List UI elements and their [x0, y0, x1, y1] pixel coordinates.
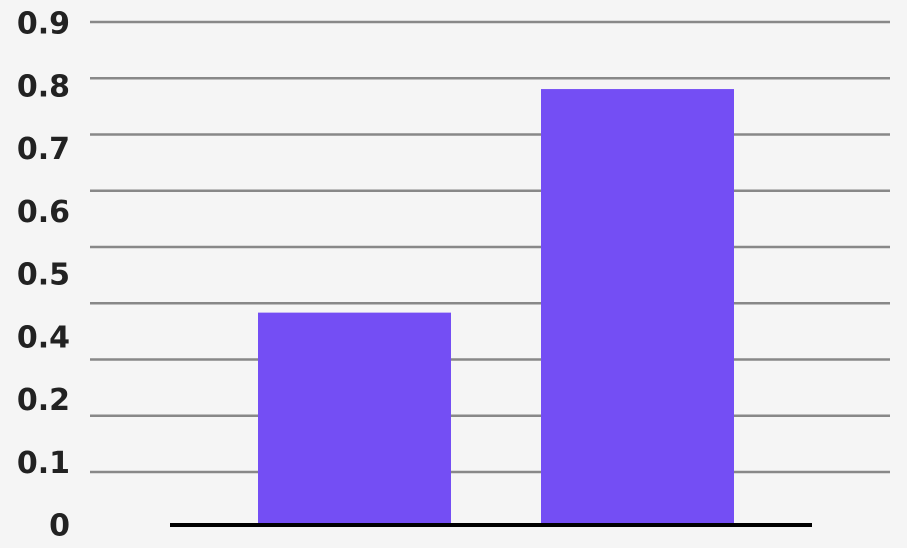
y-tick-label: 0.4: [17, 320, 70, 355]
y-tick-label: 0.5: [17, 258, 70, 293]
y-tick-label: 0.9: [17, 7, 70, 42]
y-tick-label: 0.2: [17, 383, 70, 418]
y-tick-label: 0.1: [17, 446, 70, 481]
y-tick-label: 0.6: [17, 195, 70, 230]
y-tick-label: 0.8: [17, 69, 70, 104]
y-tick-label: 0: [49, 509, 70, 544]
bar: [258, 312, 451, 525]
y-tick-label: 0.7: [17, 132, 70, 167]
bar: [541, 89, 734, 526]
